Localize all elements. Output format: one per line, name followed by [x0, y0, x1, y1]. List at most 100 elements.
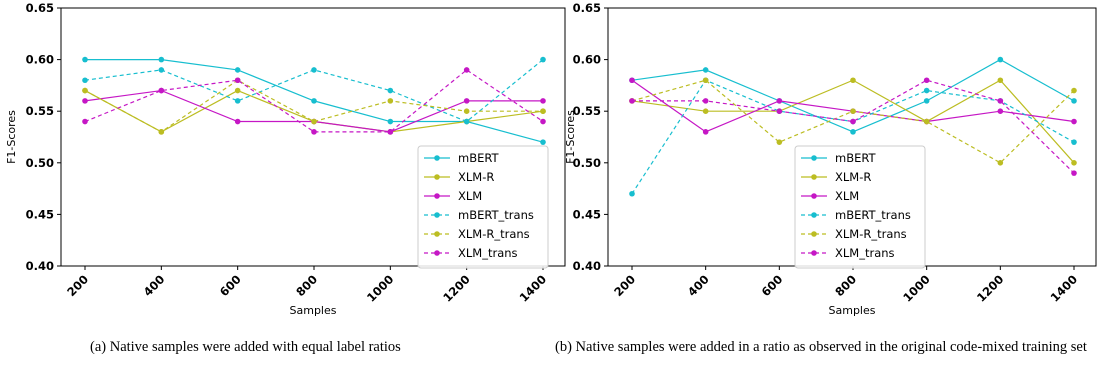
legend-marker — [811, 174, 817, 180]
data-point-xlm-trans — [82, 118, 88, 125]
data-point-xlm-r-trans — [1071, 87, 1077, 94]
data-point-xlm-r-trans — [158, 129, 165, 135]
x-tick-label: 1400 — [1048, 272, 1081, 305]
data-point-xlm-r-trans — [311, 118, 317, 125]
legend-marker — [811, 155, 817, 161]
data-point-xlm-r-trans — [923, 118, 930, 125]
legend-label: XLM_trans — [458, 246, 518, 260]
y-tick-label: 0.50 — [26, 156, 54, 170]
data-point-xlm-trans — [463, 67, 470, 73]
data-point-xlm-trans — [387, 129, 394, 135]
x-tick-label: 200 — [611, 272, 638, 299]
data-point-xlm — [1071, 118, 1077, 125]
legend-marker — [434, 231, 440, 237]
data-point-xlm — [702, 129, 709, 135]
legend-marker — [811, 250, 817, 256]
legend-label: XLM_trans — [835, 246, 895, 260]
legend-label: XLM — [458, 189, 482, 203]
y-tick-label: 0.55 — [26, 104, 54, 118]
data-point-xlm-trans — [997, 98, 1004, 104]
data-point-xlm-trans — [1071, 170, 1077, 176]
data-point-mbert-trans — [629, 190, 635, 197]
data-point-mbert — [850, 129, 856, 135]
y-tick-label: 0.60 — [26, 53, 54, 67]
y-axis-label: F1-Scores — [564, 110, 577, 164]
legend-box — [794, 145, 926, 269]
data-point-xlm — [234, 118, 241, 125]
data-point-mbert-trans — [387, 87, 394, 94]
data-point-mbert — [311, 98, 317, 104]
data-point-xlm-r — [997, 77, 1004, 84]
chart-b: 0.40 0.45 0.50 0.55 0.60 0.65 200 400 600 800 1000… — [564, 1, 1097, 317]
y-tick-label: 0.40 — [26, 259, 54, 273]
data-point-mbert-trans — [311, 67, 317, 73]
legend-label: XLM-R — [458, 170, 494, 184]
legend-marker — [811, 231, 817, 237]
y-tick-label: 0.50 — [573, 156, 601, 170]
y-tick-label: 0.65 — [26, 1, 54, 15]
legend-marker — [434, 193, 440, 199]
legend-label: XLM-R — [835, 170, 871, 184]
data-point-xlm-r — [234, 87, 241, 94]
data-point-mbert-trans — [234, 98, 241, 104]
x-axis-label: Samples — [829, 304, 876, 317]
chart-a: 0.40 0.45 0.50 0.55 0.60 0.65 200 400 600 800 1000… — [5, 1, 566, 317]
data-point-xlm — [629, 77, 635, 84]
data-point-xlm — [82, 98, 88, 104]
data-point-xlm-trans — [629, 98, 635, 104]
data-point-xlm-r-trans — [997, 160, 1004, 166]
data-point-mbert-trans — [540, 56, 546, 63]
data-point-xlm-r — [1071, 160, 1077, 166]
legend-box — [417, 145, 549, 269]
y-tick-label: 0.40 — [573, 259, 601, 273]
data-point-xlm-r — [850, 77, 856, 84]
data-point-xlm-trans — [311, 129, 317, 135]
data-point-xlm — [776, 98, 783, 104]
caption-b: (b) Native samples were added in a ratio… — [555, 339, 1087, 355]
y-axis-label: F1-Scores — [5, 110, 18, 164]
legend-label: XLM-R_trans — [458, 227, 530, 241]
x-tick-label: 1200 — [974, 272, 1007, 305]
data-point-mbert-trans — [1071, 139, 1077, 145]
data-point-xlm-r-trans — [387, 98, 394, 104]
data-point-mbert — [158, 56, 165, 63]
legend-label: mBERT_trans — [458, 208, 534, 222]
data-point-xlm-r-trans — [540, 108, 546, 114]
legend-label: XLM — [835, 189, 859, 203]
data-point-mbert-trans — [923, 87, 930, 94]
y-tick-label: 0.65 — [573, 1, 601, 15]
x-tick-label: 200 — [64, 272, 91, 299]
data-point-xlm-r-trans — [463, 108, 470, 114]
legend-marker — [434, 155, 440, 161]
legend-marker — [434, 174, 440, 180]
y-tick-label: 0.45 — [573, 207, 601, 221]
x-tick-label: 800 — [293, 272, 320, 299]
x-tick-label: 1000 — [900, 272, 933, 305]
data-point-mbert — [540, 139, 546, 145]
data-point-xlm-trans — [850, 118, 856, 125]
data-point-xlm-r-trans — [702, 77, 709, 84]
legend-label: mBERT — [458, 151, 500, 165]
data-point-xlm-trans — [540, 118, 546, 125]
data-point-mbert — [234, 67, 241, 73]
data-point-mbert-trans — [463, 118, 470, 125]
data-point-mbert-trans — [82, 77, 88, 84]
x-tick-label: 1200 — [440, 272, 473, 305]
legend-label: XLM-R_trans — [835, 227, 907, 241]
data-point-mbert — [702, 67, 709, 73]
data-point-mbert — [1071, 98, 1077, 104]
data-point-xlm — [463, 98, 470, 104]
plot-frame — [60, 7, 566, 267]
legend-label: mBERT — [835, 151, 877, 165]
data-point-xlm-trans — [923, 77, 930, 84]
data-point-xlm-trans — [702, 98, 709, 104]
data-point-xlm-r — [702, 108, 709, 114]
legend-marker — [434, 250, 440, 256]
legend-marker — [434, 212, 440, 218]
data-point-mbert — [82, 56, 88, 63]
data-point-mbert-trans — [158, 67, 165, 73]
x-tick-label: 400 — [685, 272, 712, 299]
data-point-xlm — [997, 108, 1004, 114]
data-point-mbert — [387, 118, 394, 125]
